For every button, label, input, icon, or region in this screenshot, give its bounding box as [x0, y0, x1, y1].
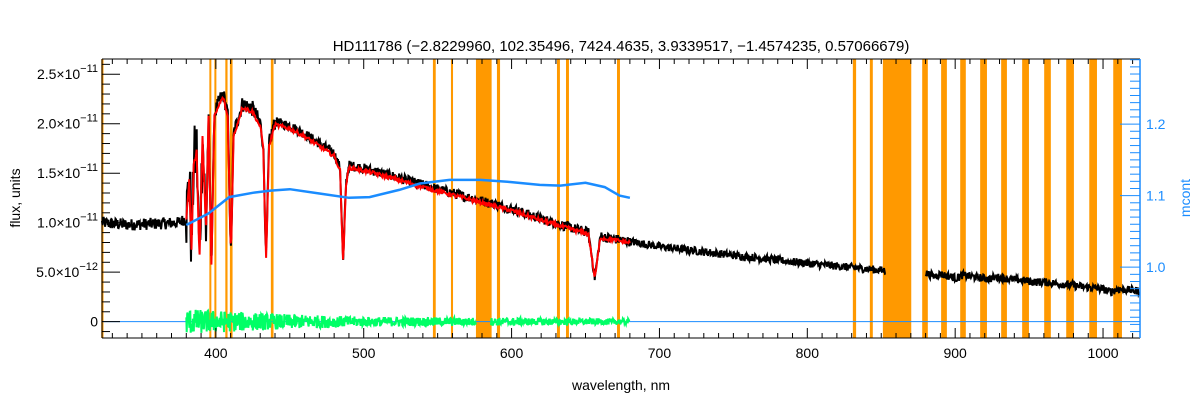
- masked-band: [270, 59, 274, 338]
- y-right-tick-label: 1.2: [1146, 116, 1166, 132]
- y-tick-label: 0: [90, 314, 98, 330]
- axes: 400 500 600 700 800 900 100005.0×10−121.0×10−1…: [36, 58, 1166, 361]
- masked-band: [1066, 59, 1074, 338]
- masked-band: [556, 59, 560, 338]
- x-tick-label: 800: [796, 345, 820, 361]
- observed-flux-line: [101, 91, 887, 281]
- x-tick-label: 600: [500, 345, 524, 361]
- y-tick-mantissa: 1.0×10: [37, 215, 80, 231]
- masked-band: [882, 59, 912, 338]
- x-axis-label: wavelength, nm: [571, 377, 670, 393]
- residual-line: [185, 308, 477, 333]
- y-tick-mantissa: 2.5×10: [37, 66, 80, 82]
- masked-band: [980, 59, 987, 338]
- y-tick-exponent: −11: [80, 162, 98, 174]
- y-tick-mantissa: 1.5×10: [37, 165, 80, 181]
- masked-band: [922, 59, 928, 338]
- y-tick-exponent: −11: [80, 63, 98, 75]
- y-right-tick-label: 1.0: [1146, 259, 1166, 275]
- residual-line: [490, 314, 631, 329]
- y-tick-label: 2.5×10−11: [37, 63, 98, 82]
- masked-band: [432, 59, 436, 338]
- y-axis-label: flux, units: [7, 168, 23, 227]
- masked-band: [496, 59, 501, 338]
- masked-band: [475, 59, 492, 338]
- observed-flux-line: [924, 267, 1141, 299]
- x-tick-label: 1000: [1087, 345, 1118, 361]
- masked-band: [214, 59, 217, 338]
- masked-bands: [101, 59, 1122, 338]
- masked-band: [869, 59, 873, 338]
- y-right-tick-label: 1.1: [1146, 188, 1166, 204]
- y-tick-label: 1.0×10−11: [37, 212, 98, 231]
- masked-band: [852, 59, 857, 338]
- x-tick-label: 500: [352, 345, 376, 361]
- masked-band: [960, 59, 966, 338]
- masked-band: [450, 59, 454, 338]
- series-group: [101, 91, 1141, 333]
- y-tick-mantissa: 5.0×10: [36, 264, 79, 280]
- masked-band: [617, 59, 620, 338]
- y-tick-mantissa: 2.0×10: [37, 116, 80, 132]
- x-tick-label: 700: [648, 345, 672, 361]
- masked-band: [1089, 59, 1097, 338]
- x-tick-label: 900: [943, 345, 967, 361]
- y-tick-exponent: −12: [79, 261, 98, 273]
- masked-band: [565, 59, 569, 338]
- masked-band: [1001, 59, 1007, 338]
- masked-band: [941, 59, 947, 338]
- y-tick-label: 5.0×10−12: [36, 261, 98, 280]
- masked-band: [1113, 59, 1122, 338]
- y-axis-right-label: mcont: [1177, 179, 1193, 217]
- x-tick-label: 400: [204, 345, 228, 361]
- chart-title: HD111786 (−2.8229960, 102.35496, 7424.46…: [333, 38, 910, 55]
- masked-band: [1044, 59, 1051, 338]
- y-tick-exponent: −11: [80, 113, 98, 125]
- y-tick-mantissa: 0: [90, 314, 98, 330]
- model-fit-line: [185, 95, 631, 277]
- y-tick-exponent: −11: [80, 212, 98, 224]
- y-tick-label: 1.5×10−11: [37, 162, 98, 181]
- mcont-line: [185, 178, 631, 227]
- y-tick-label: 2.0×10−11: [37, 113, 98, 132]
- masked-band: [1022, 59, 1029, 338]
